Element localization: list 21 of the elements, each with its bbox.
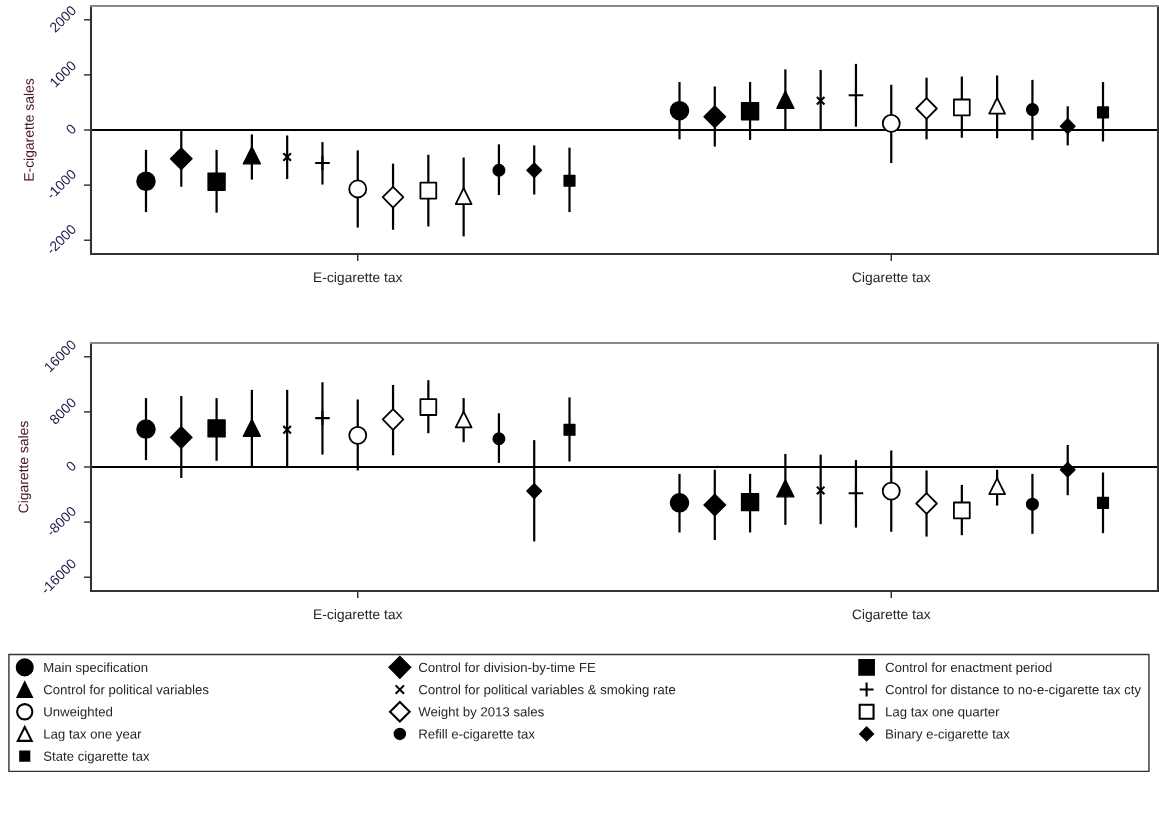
- legend-label: Control for enactment period: [885, 662, 1052, 675]
- x-tick-label: E-cigarette tax: [314, 609, 403, 622]
- legend-label: Unweighted: [44, 706, 113, 720]
- legend-label: Binary e-cigarette tax: [886, 729, 1010, 742]
- y-tick-label: 0: [65, 123, 77, 135]
- legend-label: State cigarette tax: [43, 751, 150, 764]
- legend-label: Main specification: [44, 662, 148, 675]
- legend-label: Lag tax one year: [44, 729, 142, 742]
- legend-label: Control for political variables: [43, 684, 209, 697]
- x-tick-label: Cigarette tax: [852, 272, 931, 285]
- legend-label: Weight by 2013 sales: [418, 706, 544, 720]
- legend-label: Lag tax one quarter: [886, 707, 1000, 720]
- legend-label: Control for distance to no-e-cigarette tax cty: [885, 684, 1141, 697]
- y-axis-title: Cigarette sales: [18, 421, 32, 513]
- x-tick-label: Cigarette tax: [852, 609, 931, 622]
- y-axis-title: E-cigarette sales: [23, 78, 37, 181]
- legend-label: Refill e-cigarette tax: [419, 729, 535, 742]
- legend-label: Control for political variables & smoking rate: [418, 684, 676, 697]
- x-tick-label: E-cigarette tax: [314, 272, 403, 285]
- legend-label: Control for division-by-time FE: [418, 662, 596, 675]
- y-tick-label: 0: [65, 460, 77, 472]
